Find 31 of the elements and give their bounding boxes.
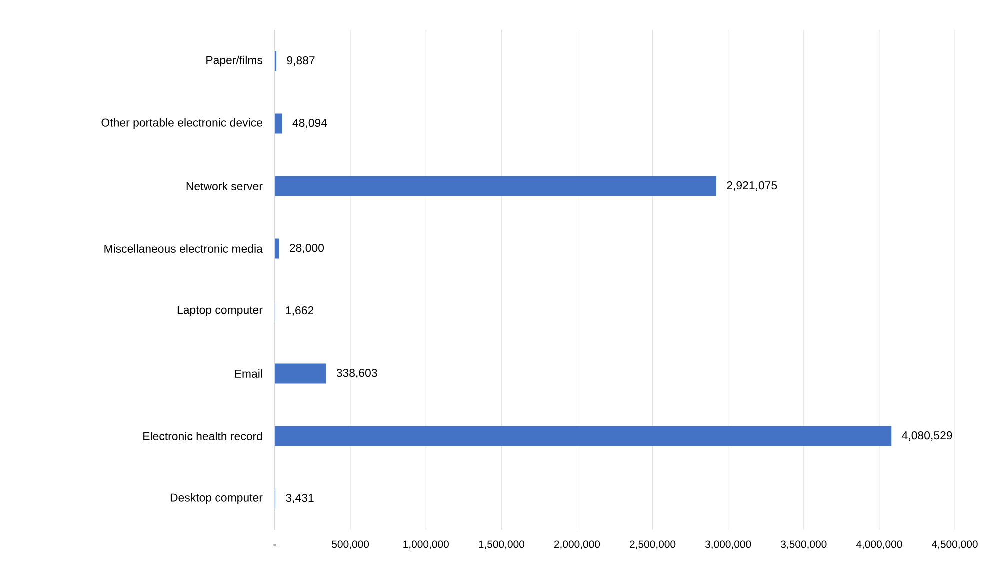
y-tick-label: Laptop computer [178, 306, 263, 316]
bar [275, 114, 282, 134]
x-tick-label: 4,500,000 [932, 540, 978, 550]
data-label: 9,887 [287, 56, 315, 66]
data-label: 1,662 [286, 306, 314, 316]
bar [275, 176, 716, 196]
x-tick-label: 2,000,000 [554, 540, 600, 550]
x-tick-label: 3,500,000 [781, 540, 827, 550]
y-tick-label: Paper/films [206, 56, 263, 67]
data-label: 3,431 [286, 494, 314, 504]
data-label: 48,094 [292, 119, 328, 128]
x-tick-label: 1,000,000 [404, 540, 449, 550]
x-tick-label: 2,500,000 [630, 540, 676, 550]
data-label: 2,921,075 [727, 182, 778, 191]
data-label: 338,603 [336, 369, 378, 378]
y-tick-label: Desktop computer [170, 493, 263, 504]
bar [275, 426, 892, 446]
x-tick-label: 500,000 [332, 540, 370, 550]
y-tick-label: Miscellaneous electronic media [104, 244, 263, 253]
y-tick-label: Other portable electronic device [102, 118, 262, 130]
data-label: 4,080,529 [902, 432, 952, 441]
data-label: 28,000 [290, 244, 324, 254]
x-tick-label: 4,000,000 [856, 540, 902, 550]
bar [275, 238, 280, 259]
y-tick-label: Electronic health record [144, 432, 262, 440]
y-tick-label: Network server [186, 182, 263, 190]
x-tick-label: 1,500,000 [479, 540, 525, 550]
bar [275, 364, 326, 384]
y-tick-label: Email [235, 370, 262, 378]
x-tick-label: 3,000,000 [705, 540, 752, 550]
x-tick-label: - [274, 544, 276, 546]
